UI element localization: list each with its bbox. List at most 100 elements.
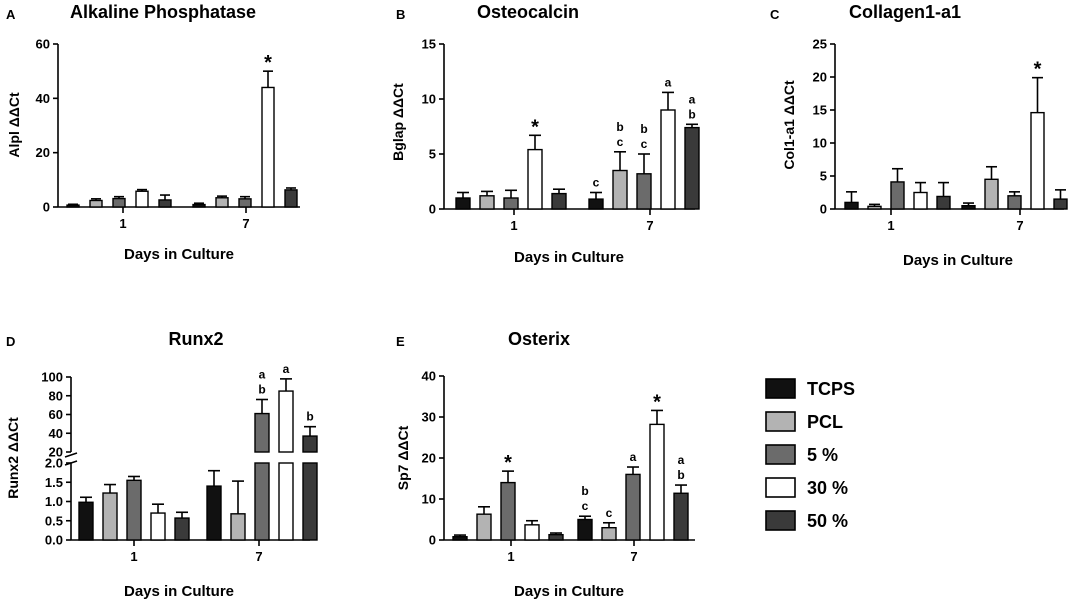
bar-tcps-day-1 <box>844 201 859 210</box>
y-axis-label-a: Alpl ΔΔCt <box>6 92 22 158</box>
legend: TCPS PCL 5 % 30 % 50 % <box>765 378 855 531</box>
x-axis-label-a: Days in Culture <box>124 246 234 263</box>
panel-letter-c: C <box>770 7 780 22</box>
y-tick-label-d: 40 <box>49 426 63 441</box>
bar-50pct-day-7 <box>1053 198 1068 210</box>
chart-title-b: Osteocalcin <box>477 2 579 22</box>
significance-letter-e: c <box>582 499 589 513</box>
y-tick-label-c: 15 <box>813 103 827 118</box>
x-axis-label-b: Days in Culture <box>514 249 624 266</box>
bar-30pct-day-1 <box>527 148 543 210</box>
y-tick-label-d: 20 <box>49 445 63 460</box>
y-tick-label-a: 40 <box>36 91 50 106</box>
plot-area-c: 0 5 10 15 20 25 1 7 * <box>813 37 1068 233</box>
significance-star-c: * <box>1034 59 1042 81</box>
y-tick-label-c: 25 <box>813 37 827 52</box>
bar-5pct-day-1 <box>126 479 142 541</box>
legend-label-30pct: 30 % <box>807 478 848 498</box>
bar-5pct-day-7 <box>636 173 652 210</box>
y-axis-label-d: Runx2 ΔΔCt <box>5 417 21 499</box>
y-axis-label-e: Sp7 ΔΔCt <box>395 425 411 490</box>
legend-swatch-30pct <box>765 477 796 498</box>
x-tick-label-e: 1 <box>507 549 514 564</box>
y-tick-label-b: 10 <box>422 92 436 107</box>
x-tick-label-c: 7 <box>1016 218 1023 233</box>
legend-label-tcps: TCPS <box>807 379 855 399</box>
panel-letter-e: E <box>396 334 405 349</box>
bar-30pct-day-1 <box>913 191 928 210</box>
legend-swatch-tcps <box>765 378 796 399</box>
x-tick-label-d: 7 <box>255 549 262 564</box>
bar-50pct-day-1 <box>936 195 951 210</box>
y-tick-label-d: 0.5 <box>45 513 63 528</box>
bar-30pct-day-7 <box>278 462 294 541</box>
bar-50pct-day-1 <box>548 533 564 541</box>
significance-letter-b: b <box>616 120 623 134</box>
y-tick-label-c: 10 <box>813 136 827 151</box>
significance-letter-b: c <box>641 137 648 151</box>
y-tick-label-d: 2.0 <box>45 456 63 471</box>
y-tick-label-c: 0 <box>820 202 827 217</box>
significance-letter-e: b <box>581 484 588 498</box>
significance-letter-d: a <box>259 368 266 382</box>
plot-area-a: 0 20 40 60 1 7 * <box>36 37 300 231</box>
x-tick-label-c: 1 <box>887 218 894 233</box>
bar-pcl-day-7 <box>601 527 617 541</box>
legend-swatch-50pct <box>765 510 796 531</box>
significance-letter-b: a <box>665 75 672 89</box>
bar-pcl-day-7 <box>984 178 999 210</box>
panel-e: E Osterix Sp7 ΔΔCt Days in Culture 0 10 20… <box>395 329 695 600</box>
significance-star-e: * <box>504 452 512 474</box>
bar-30pct-day-7 <box>261 86 275 208</box>
x-tick-label-e: 7 <box>630 549 637 564</box>
bar-5pct-day-7 <box>1007 195 1022 210</box>
y-tick-label-e: 0 <box>429 533 436 548</box>
y-tick-label-d: 0.0 <box>45 533 63 548</box>
bar-tcps-day-1 <box>452 536 468 541</box>
bar-pcl-day-1 <box>479 195 495 210</box>
bar-5pct-day-1 <box>500 481 516 541</box>
y-tick-label-d: 1.0 <box>45 494 63 509</box>
x-axis-label-d: Days in Culture <box>124 583 234 600</box>
significance-star-e: * <box>653 391 661 413</box>
y-tick-label-d: 80 <box>49 388 63 403</box>
chart-title-e: Osterix <box>508 329 570 349</box>
legend-label-5pct: 5 % <box>807 445 838 465</box>
y-tick-label-e: 30 <box>422 410 436 425</box>
y-tick-label-d: 60 <box>49 407 63 422</box>
bar-5pct-day-7 <box>238 198 252 208</box>
x-tick-label-a: 7 <box>242 216 249 231</box>
significance-letter-b: c <box>593 176 600 190</box>
bar-pcl-day-1 <box>476 513 492 541</box>
bar-30pct-day-7 <box>649 423 665 541</box>
y-tick-label-a: 60 <box>36 37 50 52</box>
y-tick-label-b: 15 <box>422 37 436 52</box>
panel-b: B Osteocalcin Bglap ΔΔCt Days in Culture… <box>390 2 700 266</box>
bar-50pct-day-7 <box>302 462 318 541</box>
bar-pcl-day-7 <box>230 513 246 541</box>
bar-tcps-day-1 <box>78 501 94 541</box>
y-tick-label-c: 5 <box>820 169 827 184</box>
panel-letter-b: B <box>396 7 405 22</box>
y-tick-label-b: 0 <box>429 202 436 217</box>
bar-pcl-day-7 <box>215 197 229 208</box>
legend-swatch-pcl <box>765 411 796 432</box>
legend-label-50pct: 50 % <box>807 511 848 531</box>
significance-letter-e: a <box>678 453 685 467</box>
bar-5pct-day-1 <box>503 197 519 210</box>
bar-30pct-day-7 <box>1030 111 1045 210</box>
significance-letter-d: b <box>306 410 313 424</box>
bar-5pct-day-7 <box>625 473 641 541</box>
bar-pcl-day-7 <box>612 169 628 210</box>
significance-letter-b: b <box>640 122 647 136</box>
y-tick-label-b: 5 <box>429 147 436 162</box>
axis-break-mark-d <box>64 452 78 458</box>
bar-50pct-day-7 <box>284 189 298 208</box>
significance-letter-e: c <box>606 506 613 520</box>
legend-label-pcl: PCL <box>807 412 843 432</box>
y-axis-label-c: Col1-a1 ΔΔCt <box>781 80 797 170</box>
panel-d: D Runx2 Runx2 ΔΔCt Days in Culture 0.0 0.… <box>5 329 318 600</box>
